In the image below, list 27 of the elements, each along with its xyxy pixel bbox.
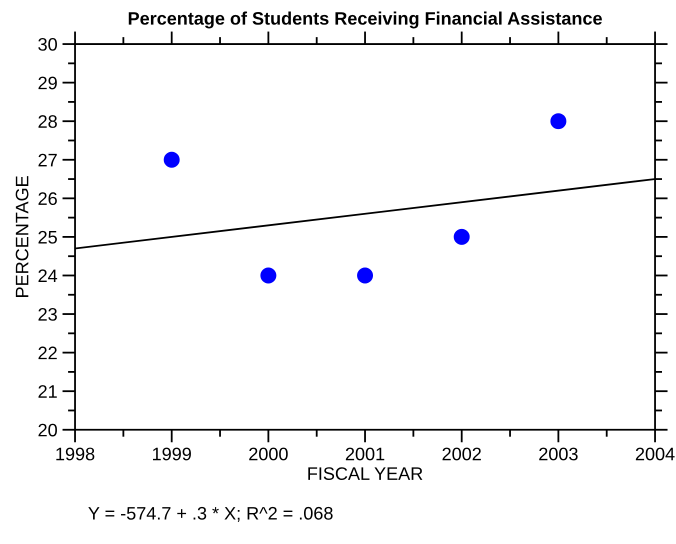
y-tick-label: 21 [38,385,57,398]
y-tick-label: 30 [38,38,57,51]
point [550,113,566,130]
point [357,268,374,284]
x-tick-label: 2002 [442,448,481,460]
y-tick-label: 25 [38,230,57,244]
x-tick-label: 1998 [56,448,94,460]
x-tick-label: 2001 [346,448,384,460]
point [260,268,276,284]
point [454,228,470,245]
y-tick-label: 29 [38,76,57,90]
y-axis-title: PERCENTAGE [16,176,28,297]
x-axis-title: FISCAL YEAR [308,467,422,480]
y-tick-label: 24 [38,269,58,282]
chart-title: Percentage of Students Receiving Financial Assistance [128,12,602,28]
y-tick-label: 20 [38,424,57,436]
y-tick-label: 23 [38,308,57,321]
x-tick-label: 2000 [249,448,288,460]
text: Y = -574.7 + .3 * X; R^2 = .068 [88,506,333,522]
x-tick-label: 1999 [153,448,191,460]
y-tick-label: 26 [38,192,57,206]
x-tick-label: 2003 [539,448,578,460]
y-tick-label: 22 [38,346,57,360]
y-tick-label: 27 [38,154,57,166]
y-tick-label: 28 [38,115,57,128]
point [164,152,180,168]
x-tick-label: 2004 [636,448,675,460]
